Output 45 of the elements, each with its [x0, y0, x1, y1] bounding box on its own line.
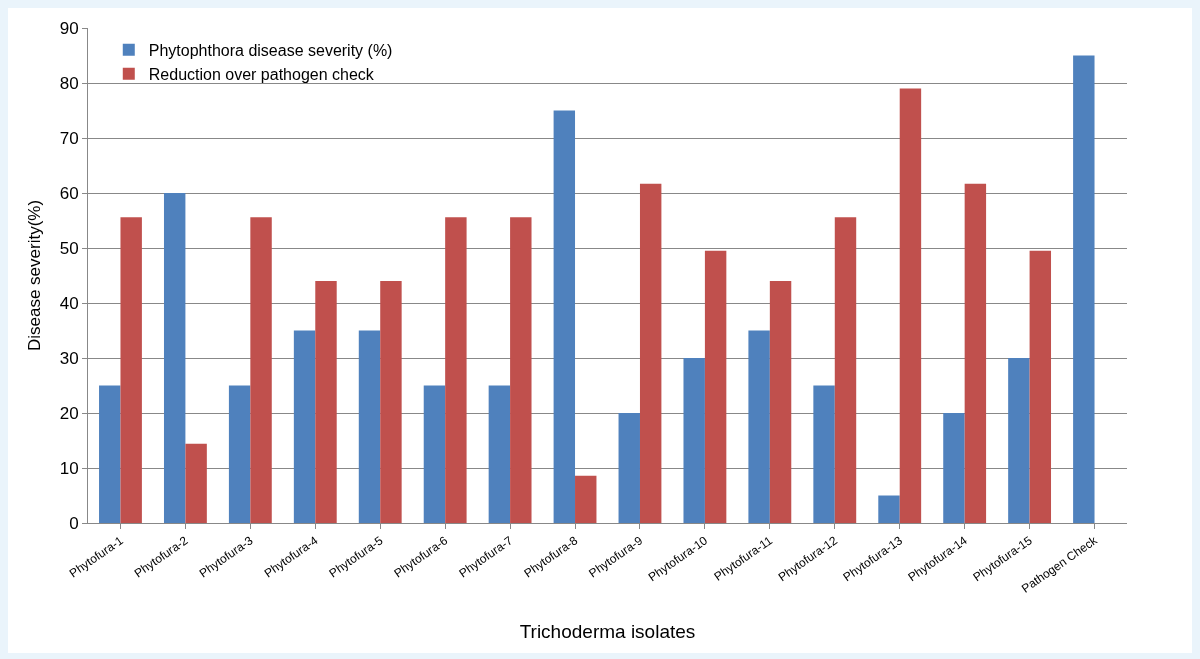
y-tick-label: 50: [59, 238, 79, 258]
bar: [964, 183, 987, 523]
y-tick-label: 90: [59, 18, 79, 38]
legend-label: Phytophthora disease severity (%): [148, 42, 393, 60]
bar: [163, 193, 186, 523]
bar: [618, 413, 640, 523]
legend-label: Reduction over pathogen check: [148, 65, 375, 83]
bar: [769, 281, 792, 523]
x-axis-title: Trichoderma isolates: [519, 621, 696, 643]
bar: [488, 385, 511, 523]
y-tick-label: 80: [59, 73, 79, 93]
bar: [834, 217, 857, 523]
bar: [185, 443, 207, 523]
y-tick-label: 40: [59, 293, 79, 313]
bar: [99, 385, 121, 523]
y-tick-label: 20: [59, 403, 79, 423]
y-tick-label: 10: [59, 458, 79, 478]
bar: [445, 217, 467, 523]
bar: [899, 88, 922, 523]
bar: [1073, 55, 1095, 523]
bar: [250, 217, 272, 523]
bar: [380, 281, 402, 523]
bar: [120, 217, 142, 523]
bar: [315, 281, 337, 523]
bar: [228, 385, 251, 523]
bar: [813, 385, 835, 523]
bar: [704, 250, 727, 523]
y-tick-label: 60: [59, 183, 79, 203]
y-axis-title: Disease severity(%): [25, 199, 45, 352]
bar: [553, 110, 576, 523]
bar: [293, 330, 316, 523]
bar: [748, 330, 770, 523]
y-tick-label: 0: [69, 513, 79, 533]
y-tick-label: 30: [59, 348, 79, 368]
y-tick-label: 70: [59, 128, 79, 148]
bar: [358, 330, 381, 523]
bar: [575, 475, 597, 523]
bar: [1008, 358, 1030, 523]
bar: [1029, 250, 1052, 523]
bar: [423, 385, 446, 523]
bar: [683, 358, 705, 523]
bar: [510, 217, 532, 523]
bar: [639, 183, 662, 523]
bar: [878, 495, 900, 523]
bar: [943, 413, 965, 523]
